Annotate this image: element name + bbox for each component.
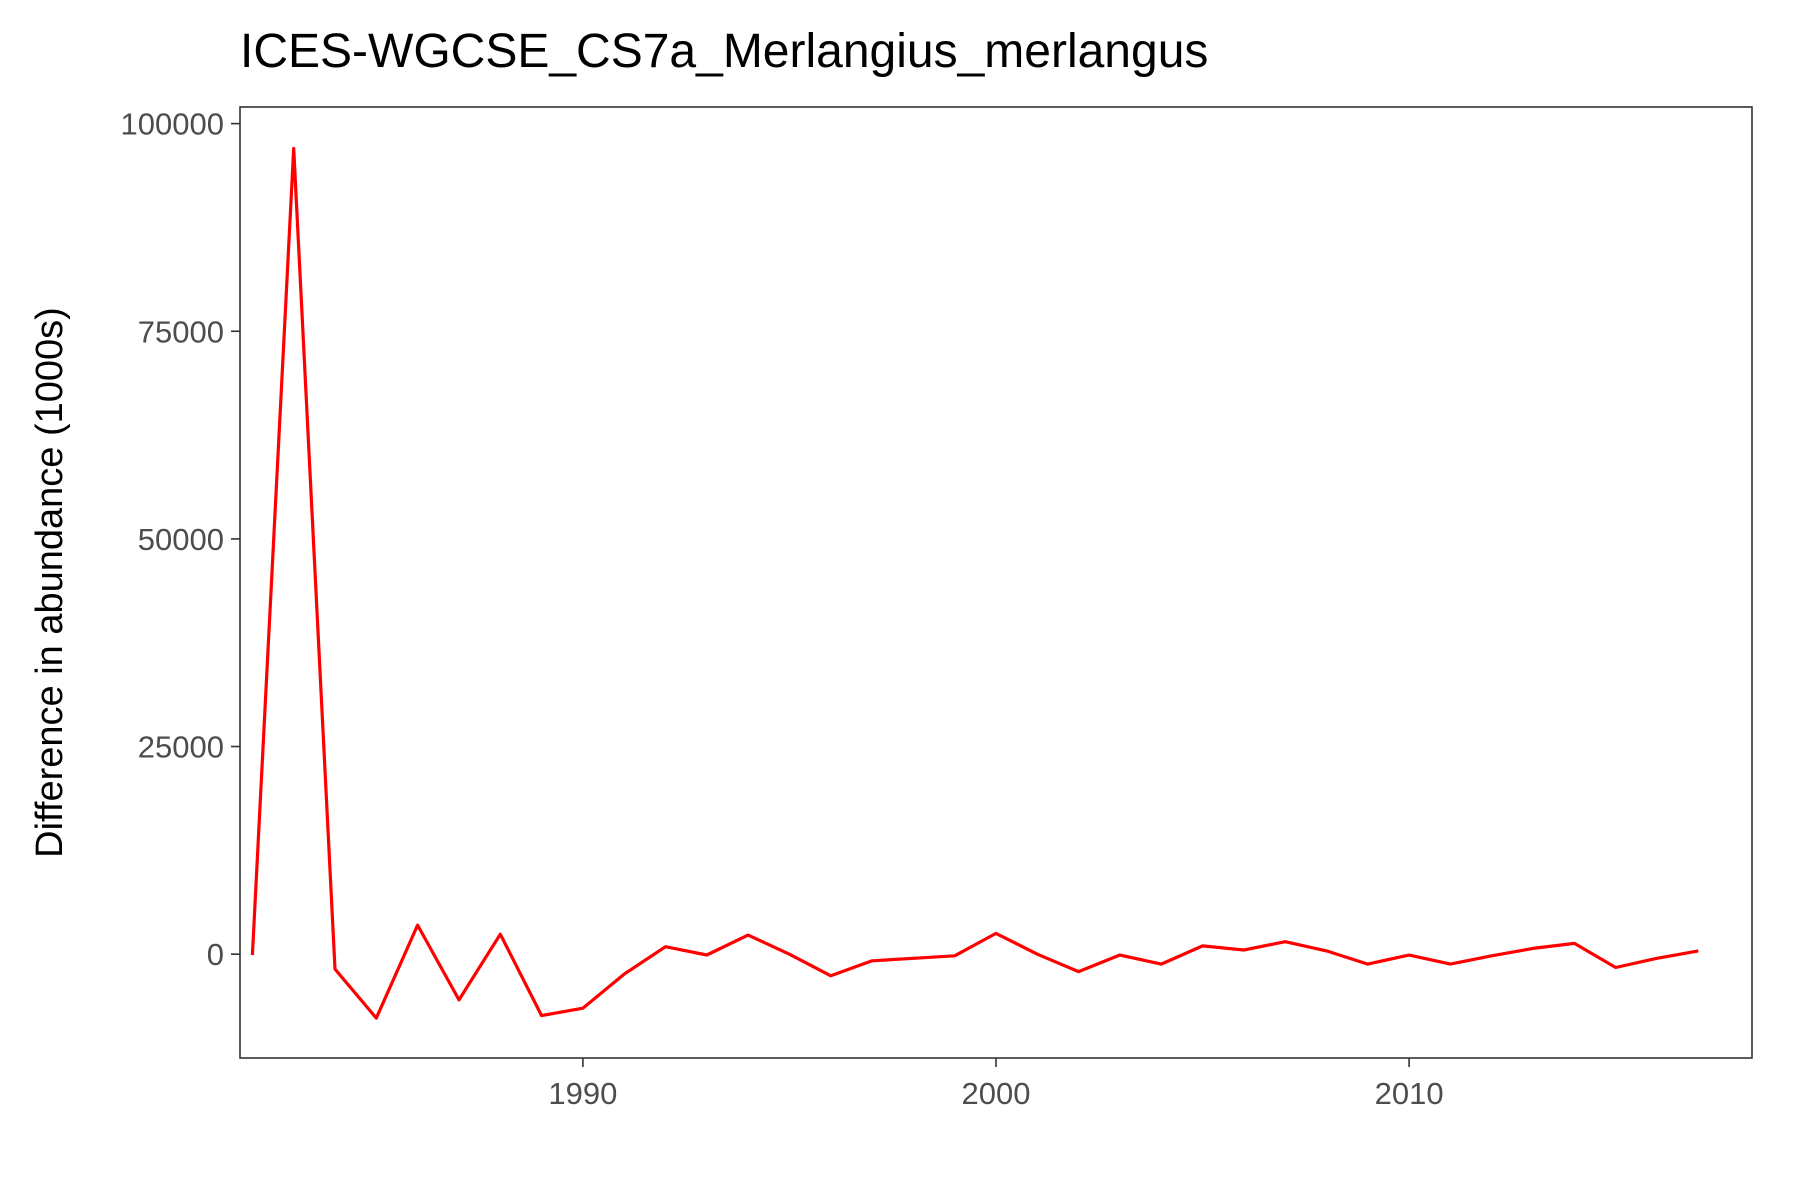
plot-panel-border [239, 106, 1753, 1059]
y-tick-label: 0 [207, 937, 224, 972]
series-layer [250, 146, 1699, 1020]
x-tick-label: 2000 [962, 1076, 1031, 1111]
y-tick-label: 25000 [138, 730, 224, 765]
y-axis-label: Difference in abundance (1000s) [29, 307, 71, 858]
y-tick-label: 50000 [138, 522, 224, 557]
x-tick-label: 1990 [548, 1076, 617, 1111]
chart-title: ICES-WGCSE_CS7a_Merlangius_merlangus [240, 25, 1208, 78]
series-line [250, 146, 1699, 1020]
y-tick-label: 100000 [121, 107, 224, 142]
y-tick-label: 75000 [138, 314, 224, 349]
x-tick-label: 2010 [1375, 1076, 1444, 1111]
axis-ticks: 0 25000 50000 75000 100000 1990 2000 2010 [121, 107, 1444, 1111]
